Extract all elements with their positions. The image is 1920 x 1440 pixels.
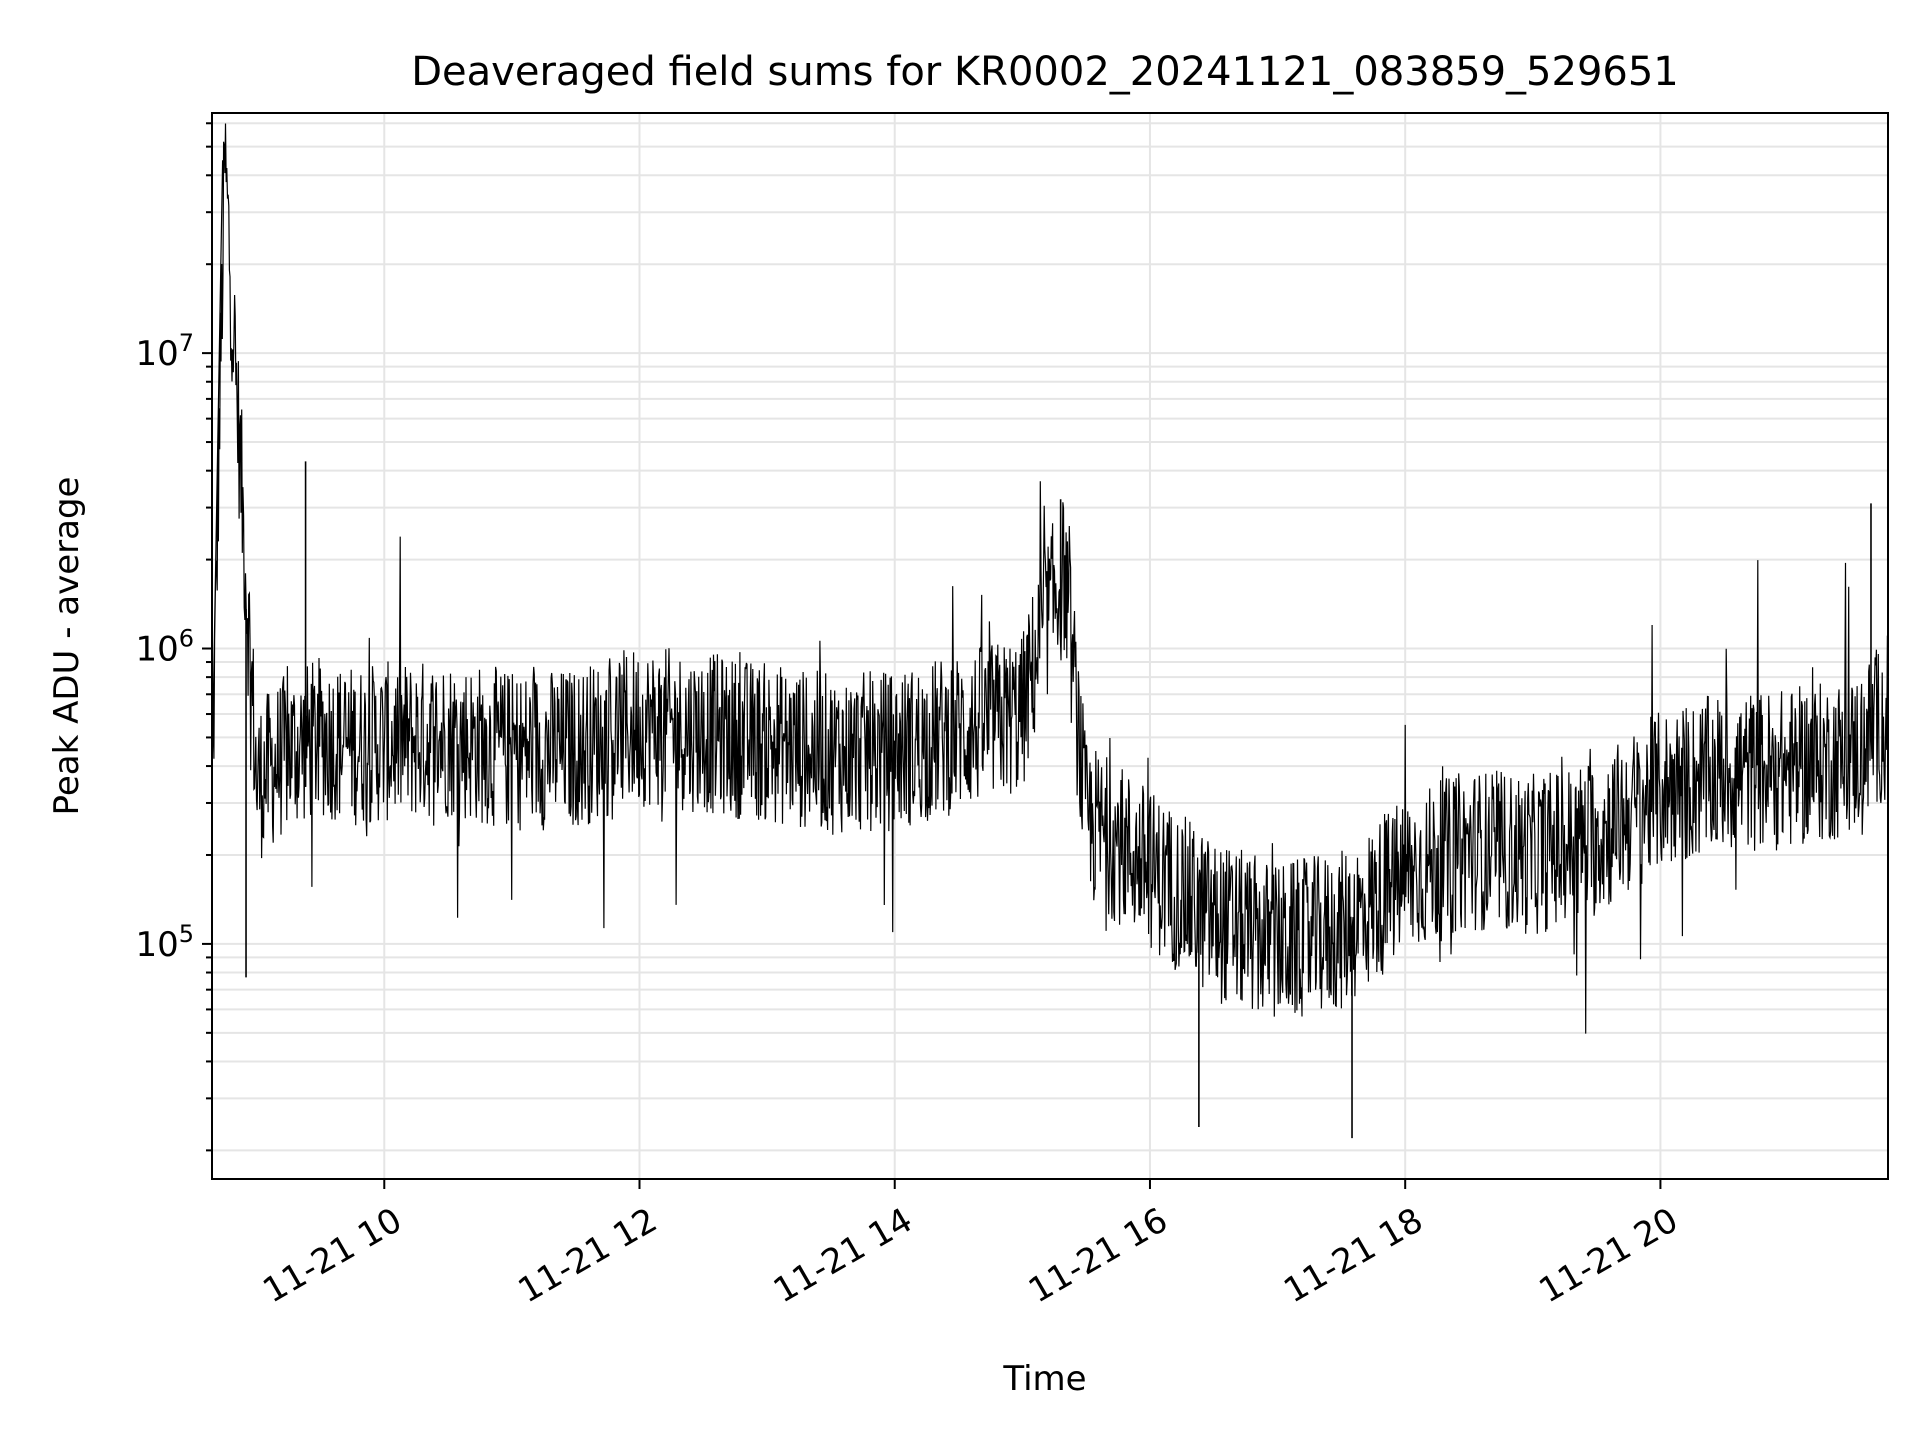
- y-tick-label: 105: [135, 920, 194, 965]
- y-axis-label: Peak ADU - average: [47, 477, 87, 816]
- plot-frame: [211, 112, 1889, 1180]
- x-tick-label: 11-21 10: [256, 1200, 408, 1311]
- y-tick-base: 10: [135, 925, 178, 965]
- x-tick-label: 11-21 16: [1022, 1200, 1174, 1311]
- y-tick-exponent: 5: [179, 920, 194, 948]
- x-tick-label: 11-21 12: [512, 1200, 664, 1311]
- x-axis-label: Time: [1002, 1359, 1086, 1399]
- y-tick-exponent: 7: [179, 329, 194, 357]
- chart-title: Deaveraged field sums for KR0002_2024112…: [411, 49, 1679, 95]
- y-tick-label: 106: [135, 625, 194, 670]
- x-axis-ticks: 11-21 10 11-21 12 11-21 14 11-21 16 11-21 18…: [256, 1179, 1685, 1311]
- y-tick-base: 10: [135, 334, 178, 374]
- series-line: [212, 123, 1888, 1034]
- x-tick-label: 11-21 18: [1277, 1200, 1429, 1311]
- y-tick-label: 107: [135, 329, 194, 374]
- data-series: [212, 123, 1888, 1139]
- grid-lines: [212, 113, 1888, 1179]
- x-tick-label: 11-21 14: [767, 1200, 919, 1311]
- y-tick-base: 10: [135, 630, 178, 670]
- y-tick-exponent: 6: [179, 625, 194, 653]
- x-tick-label: 11-21 20: [1533, 1200, 1685, 1311]
